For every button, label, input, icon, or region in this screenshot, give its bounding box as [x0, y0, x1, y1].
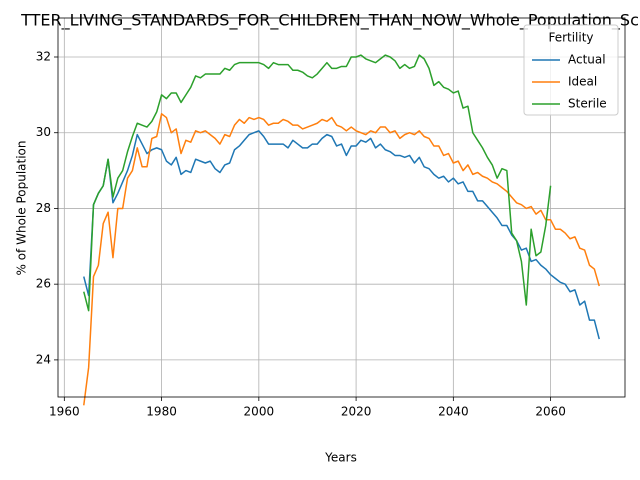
legend-box	[523, 24, 619, 116]
legend-label: Actual	[568, 53, 606, 67]
y-tick-label: 28	[36, 201, 51, 215]
y-tick-label: 26	[36, 277, 51, 291]
y-tick-label: 24	[36, 352, 51, 366]
series-line	[83, 113, 600, 406]
legend-label: Sterile	[568, 97, 607, 111]
lines	[83, 54, 600, 406]
plot-frame	[57, 17, 626, 398]
ticks: 1960 1980 2000 2020 2040 2060 24 26 28 30 32	[36, 49, 566, 418]
x-tick-label: 2020	[341, 405, 372, 419]
x-tick-label: 2060	[535, 405, 566, 419]
chart-title: TTER_LIVING_STANDARDS_FOR_CHILDREN_THAN_…	[20, 11, 639, 31]
y-tick-label: 30	[36, 125, 51, 139]
x-tick-label: 2040	[438, 405, 469, 419]
series-line	[83, 130, 600, 340]
x-tick-label: 1980	[146, 405, 177, 419]
x-axis-label: Years	[324, 451, 357, 465]
legend-label: Ideal	[568, 75, 597, 89]
x-tick-label: 1960	[49, 405, 80, 419]
legend-title: Fertility	[548, 31, 593, 45]
x-tick-label: 2000	[244, 405, 275, 419]
legend: Fertility Actual Ideal Sterile	[523, 24, 619, 116]
y-axis-label: % of Whole Population	[15, 141, 29, 276]
y-tick-label: 32	[36, 49, 51, 63]
series-line	[83, 54, 552, 312]
